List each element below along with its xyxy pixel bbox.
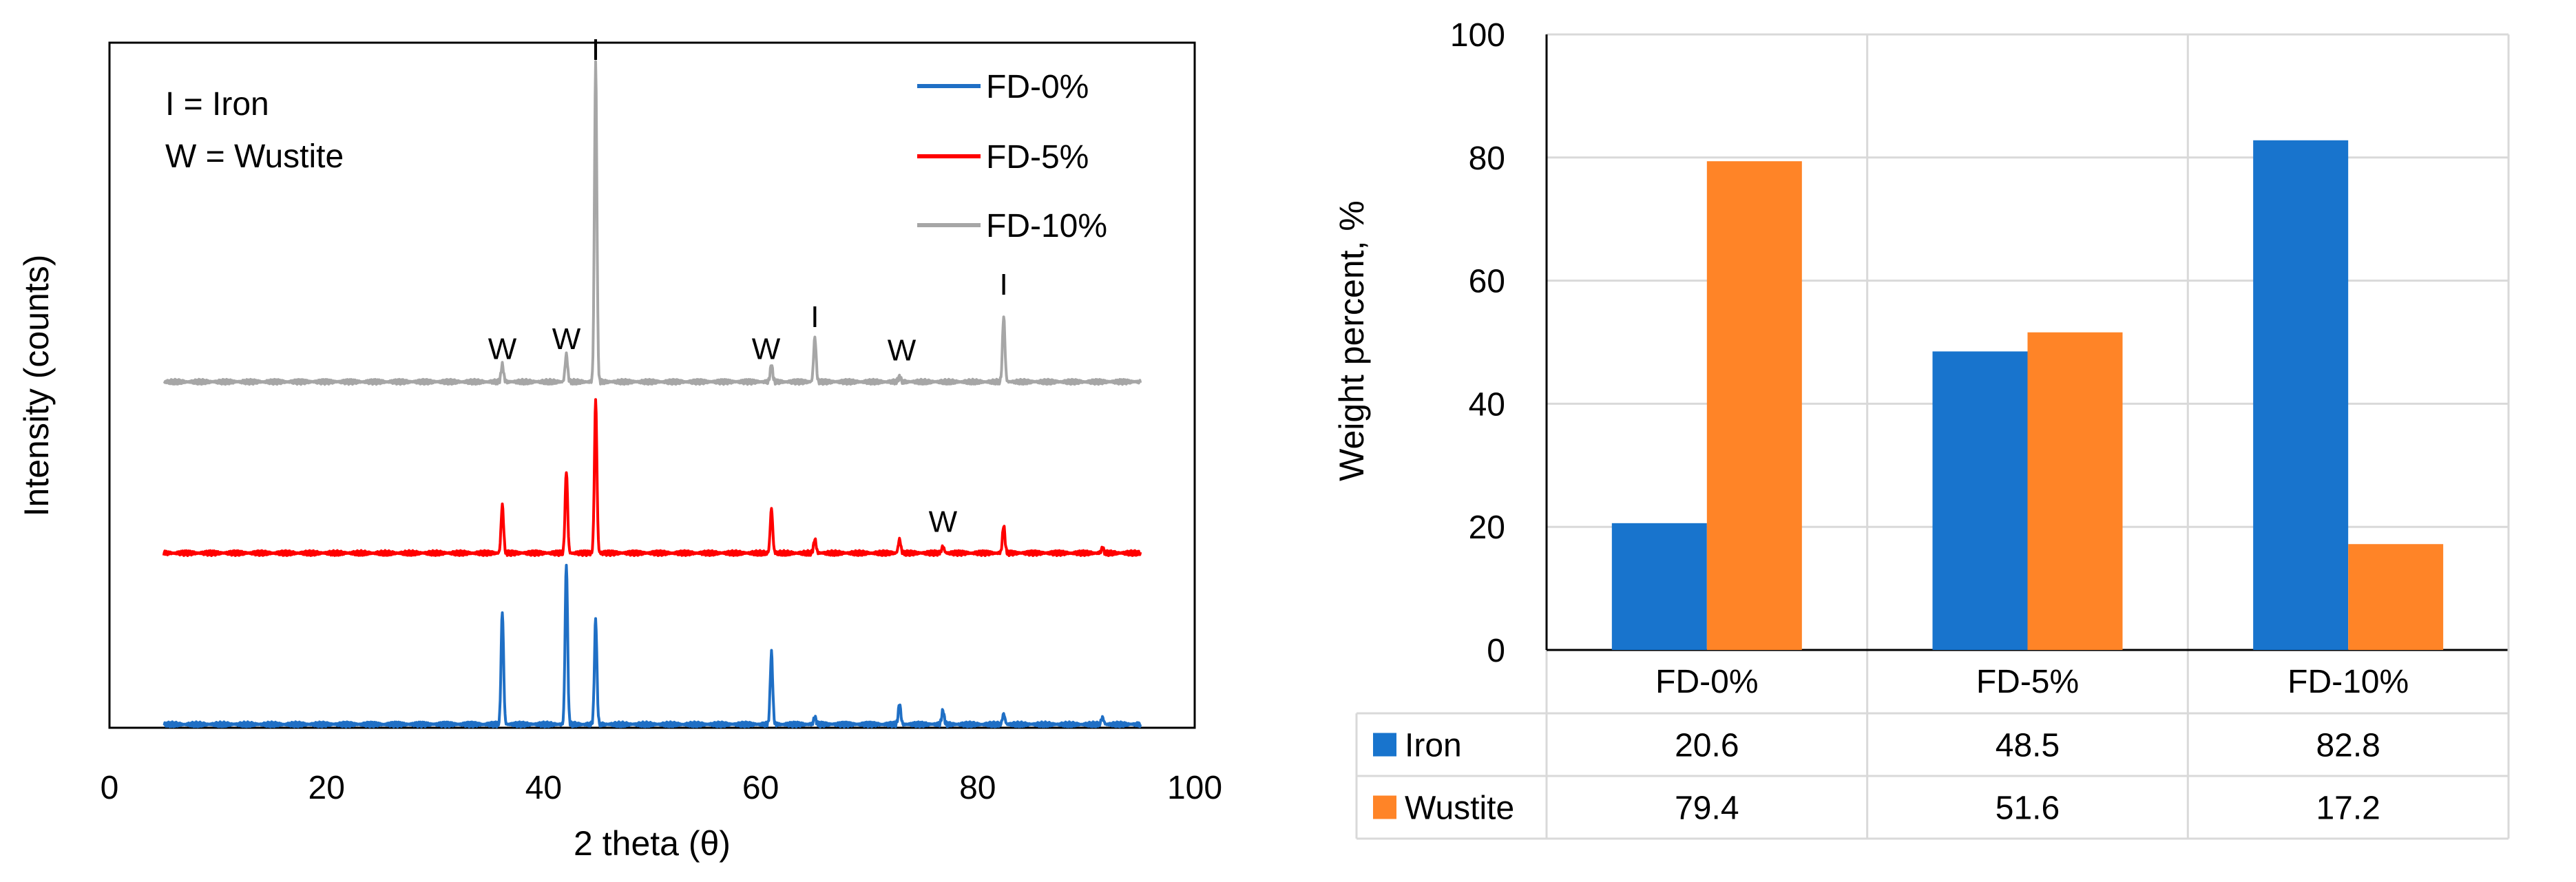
table-value-cell: 20.6 <box>1675 728 1739 764</box>
table-series-label: Iron <box>1405 728 1462 764</box>
xrd-x-axis-label: 2 theta (θ) <box>574 824 731 863</box>
table-value-cell: 82.8 <box>2316 728 2380 764</box>
table-value-cell: 17.2 <box>2316 790 2380 827</box>
xrd-peak-label: I <box>810 300 819 334</box>
key-text-wustite: W = Wustite <box>165 138 344 175</box>
table-category-header: FD-0% <box>1655 664 1758 700</box>
bar-wustite-fd-5pct <box>2027 332 2123 650</box>
bar-chart: 0 20 40 60 80 100 FD-0% FD-5% FD-10% Iron 20.6 48.… <box>1332 17 2510 840</box>
bar-wustite-fd-10pct <box>2348 544 2444 650</box>
xrd-series-line-fd-10pct <box>163 60 1142 386</box>
table-category-header: FD-5% <box>1976 664 2079 700</box>
bar-y-tick-label: 100 <box>1450 17 1505 54</box>
xrd-peak-label: W <box>752 333 781 366</box>
legend-label-fd5: FD-5% <box>986 139 1089 176</box>
xrd-series-line-fd-5pct <box>162 398 1142 557</box>
table-legend-key-wustite <box>1373 795 1396 819</box>
xrd-series-line-fd-0pct <box>163 563 1142 728</box>
xrd-x-tick-label: 100 <box>1167 770 1222 806</box>
bar-y-tick-label: 40 <box>1469 386 1505 423</box>
bar-y-tick-label: 0 <box>1487 633 1505 669</box>
table-category-header: FD-10% <box>2287 664 2409 700</box>
xrd-x-tick-label: 20 <box>308 770 345 806</box>
xrd-x-tick-label: 40 <box>525 770 562 806</box>
bar-y-tick-labels: 0 20 40 60 80 100 <box>1450 17 1505 669</box>
xrd-peak-label: W <box>552 322 581 356</box>
legend-label-fd0: FD-0% <box>986 69 1089 105</box>
bar-y-axis-label: Weight percent, % <box>1332 200 1371 481</box>
xrd-x-tick-labels: 0 20 40 60 80 100 <box>101 770 1222 806</box>
xrd-peak-label: I <box>591 33 600 67</box>
xrd-plot-frame <box>108 41 1196 729</box>
table-value-cell: 79.4 <box>1675 790 1739 827</box>
xrd-peak-label: I <box>1000 268 1008 302</box>
bar-marks <box>1611 140 2444 650</box>
table-legend-key-iron <box>1373 733 1396 757</box>
xrd-y-axis-label: Intensity (counts) <box>17 255 56 517</box>
bar-data-table: FD-0% FD-5% FD-10% Iron 20.6 48.5 82.8 Wustite 7… <box>1355 34 2510 840</box>
bar-wustite-fd-0pct <box>1706 161 1802 650</box>
xrd-x-tick-label: 0 <box>101 770 119 806</box>
key-text-iron: I = Iron <box>165 86 269 123</box>
bar-iron-fd-5pct <box>1932 351 2028 650</box>
table-value-cell: 48.5 <box>1996 728 2060 764</box>
bar-y-tick-label: 80 <box>1469 140 1505 177</box>
xrd-peak-label: W <box>888 334 917 368</box>
xrd-legend: FD-0% FD-5% FD-10% <box>917 69 1107 244</box>
bar-y-tick-label: 20 <box>1469 510 1505 546</box>
legend-label-fd10: FD-10% <box>986 208 1107 244</box>
xrd-peak-label: W <box>488 333 517 366</box>
bar-iron-fd-0pct <box>1611 523 1707 650</box>
xrd-x-tick-label: 80 <box>959 770 996 806</box>
bar-y-tick-label: 60 <box>1469 264 1505 300</box>
xrd-x-tick-label: 60 <box>742 770 779 806</box>
table-value-cell: 51.6 <box>1996 790 2060 827</box>
xrd-peak-label: W <box>929 505 958 538</box>
xrd-series-lines <box>162 60 1142 728</box>
bar-iron-fd-10pct <box>2253 140 2349 650</box>
table-series-label: Wustite <box>1405 790 1514 827</box>
